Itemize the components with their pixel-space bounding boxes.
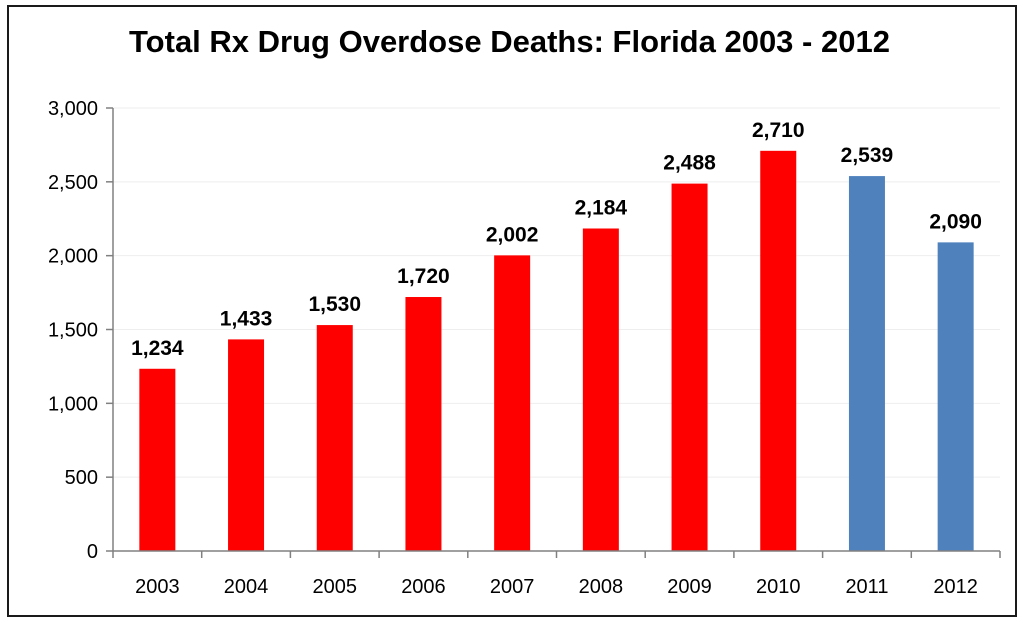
data-label-2006: 1,720	[397, 265, 450, 288]
bar-2006	[405, 297, 442, 551]
y-tick-label-3: 1,500	[48, 320, 98, 342]
bar-2007	[494, 255, 531, 551]
bar-2010	[760, 150, 797, 551]
data-label-2010: 2,710	[752, 119, 805, 142]
y-tick-label-1: 500	[65, 467, 98, 489]
data-label-2007: 2,002	[486, 223, 539, 246]
data-label-2009: 2,488	[663, 152, 716, 175]
x-tick-label-2007: 2007	[490, 576, 535, 598]
y-tick-label-5: 2,500	[48, 172, 98, 194]
x-tick-label-2011: 2011	[845, 576, 888, 598]
bar-2004	[228, 339, 265, 551]
bar-2011	[848, 176, 885, 551]
data-label-2012: 2,090	[929, 210, 982, 233]
data-label-2004: 1,433	[220, 307, 273, 330]
x-tick-label-2006: 2006	[401, 576, 446, 598]
y-tick-label-6: 3,000	[48, 98, 98, 120]
data-label-2003: 1,234	[131, 337, 184, 360]
bar-2008	[582, 228, 619, 551]
chart-title: Total Rx Drug Overdose Deaths: Florida 2…	[129, 24, 890, 59]
x-tick-label-2003: 2003	[135, 576, 180, 598]
data-label-2005: 1,530	[308, 293, 361, 316]
x-tick-label-2010: 2010	[756, 576, 801, 598]
data-label-2008: 2,184	[575, 196, 628, 219]
x-tick-label-2009: 2009	[667, 576, 712, 598]
y-tick-label-0: 0	[87, 541, 98, 563]
bar-2003	[139, 368, 176, 551]
data-label-2011: 2,539	[841, 144, 894, 167]
x-tick-label-2004: 2004	[224, 576, 269, 598]
y-tick-label-2: 1,000	[48, 393, 98, 415]
x-tick-label-2008: 2008	[579, 576, 624, 598]
bar-2012	[937, 242, 974, 552]
y-tick-label-4: 2,000	[48, 246, 98, 268]
x-tick-label-2012: 2012	[933, 576, 978, 598]
x-tick-label-2005: 2005	[313, 576, 358, 598]
bar-2005	[316, 325, 353, 551]
bar-2009	[671, 183, 708, 551]
